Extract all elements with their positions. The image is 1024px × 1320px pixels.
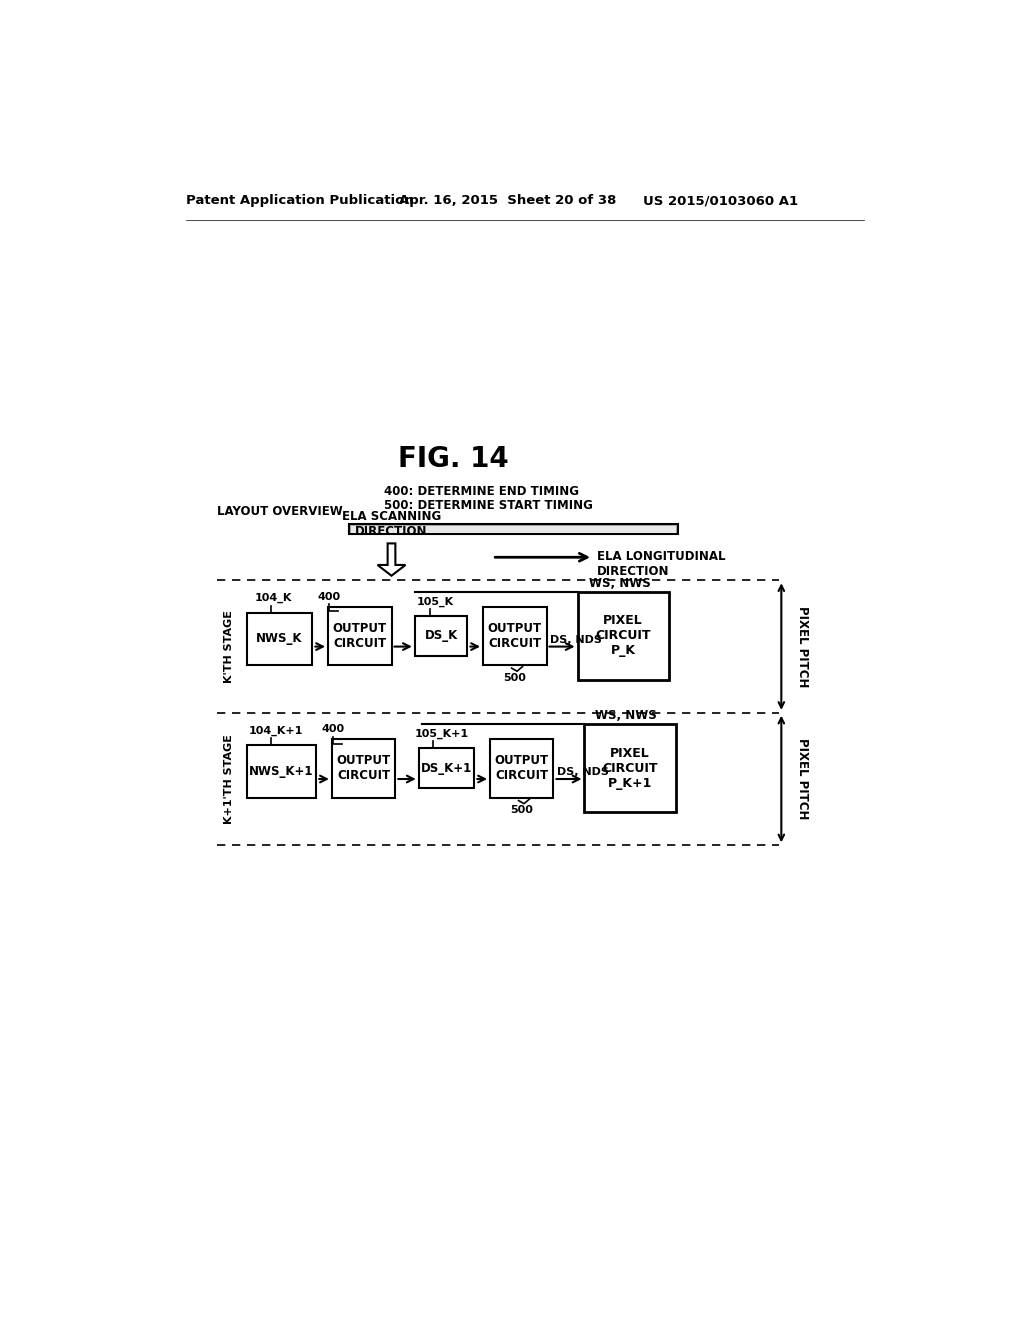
- Bar: [349, 524, 678, 535]
- Text: 500: 500: [503, 673, 526, 682]
- Text: DS, NDS: DS, NDS: [550, 635, 602, 644]
- Text: 500: DETERMINE START TIMING: 500: DETERMINE START TIMING: [384, 499, 593, 512]
- Text: OUTPUT
CIRCUIT: OUTPUT CIRCUIT: [495, 754, 549, 783]
- Bar: [585, 725, 676, 812]
- Text: 105_K+1: 105_K+1: [415, 729, 469, 739]
- Polygon shape: [378, 544, 406, 576]
- Text: 400: DETERMINE END TIMING: 400: DETERMINE END TIMING: [384, 484, 579, 498]
- Bar: [483, 607, 547, 665]
- Text: ELA LONGITUDINAL
DIRECTION: ELA LONGITUDINAL DIRECTION: [597, 549, 725, 578]
- Text: 500: 500: [510, 805, 534, 816]
- Text: K'TH STAGE: K'TH STAGE: [224, 610, 233, 682]
- Text: OUTPUT
CIRCUIT: OUTPUT CIRCUIT: [333, 622, 387, 649]
- Text: 400: 400: [317, 591, 341, 602]
- Text: Patent Application Publication: Patent Application Publication: [186, 194, 414, 207]
- Bar: [247, 744, 316, 797]
- Text: OUTPUT
CIRCUIT: OUTPUT CIRCUIT: [337, 754, 391, 783]
- Text: ELA SCANNING
DIRECTION: ELA SCANNING DIRECTION: [342, 510, 441, 539]
- Text: WS, NWS: WS, NWS: [589, 577, 651, 590]
- Text: NWS_K+1: NWS_K+1: [249, 764, 313, 777]
- Text: NWS_K: NWS_K: [256, 632, 303, 645]
- Text: PIXEL PITCH: PIXEL PITCH: [796, 606, 809, 688]
- Text: LAYOUT OVERVIEW: LAYOUT OVERVIEW: [217, 504, 343, 517]
- Text: WS, NWS: WS, NWS: [595, 709, 656, 722]
- Text: DS, NDS: DS, NDS: [557, 767, 609, 777]
- Bar: [419, 748, 474, 788]
- Bar: [351, 527, 676, 533]
- Bar: [415, 616, 467, 656]
- Text: 104_K+1: 104_K+1: [249, 726, 303, 737]
- Bar: [489, 739, 554, 797]
- Text: K+1'TH STAGE: K+1'TH STAGE: [224, 734, 233, 824]
- Bar: [328, 607, 391, 665]
- Text: DS_K+1: DS_K+1: [421, 762, 472, 775]
- Bar: [332, 739, 395, 797]
- Text: 104_K: 104_K: [254, 593, 292, 603]
- Text: Apr. 16, 2015  Sheet 20 of 38: Apr. 16, 2015 Sheet 20 of 38: [399, 194, 616, 207]
- Text: FIG. 14: FIG. 14: [398, 445, 509, 473]
- Text: DS_K: DS_K: [425, 630, 458, 643]
- Bar: [578, 591, 669, 680]
- Bar: [247, 612, 312, 665]
- Text: PIXEL
CIRCUIT
P_K+1: PIXEL CIRCUIT P_K+1: [602, 747, 658, 789]
- Text: PIXEL PITCH: PIXEL PITCH: [796, 738, 809, 820]
- Text: US 2015/0103060 A1: US 2015/0103060 A1: [643, 194, 799, 207]
- Text: PIXEL
CIRCUIT
P_K: PIXEL CIRCUIT P_K: [596, 614, 651, 657]
- Text: OUTPUT
CIRCUIT: OUTPUT CIRCUIT: [487, 622, 542, 649]
- Text: 105_K: 105_K: [417, 597, 454, 607]
- Text: 400: 400: [322, 725, 345, 734]
